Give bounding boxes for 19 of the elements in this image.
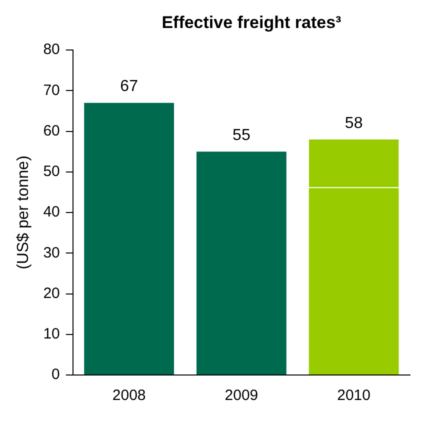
y-tick-label: 30 — [43, 244, 60, 262]
y-axis-title: (US$ per tonne) — [15, 156, 32, 270]
x-tick-label: 2009 — [224, 387, 258, 404]
bar — [196, 152, 286, 374]
chart-title: Effective freight rates³ — [162, 13, 342, 32]
y-tick-label: 70 — [43, 82, 60, 99]
y-tick-label: 10 — [43, 326, 60, 343]
y-tick-label: 60 — [43, 122, 60, 140]
total-label: 55 — [232, 126, 250, 144]
total-label: 67 — [120, 78, 138, 96]
x-tick-label: 2010 — [337, 387, 370, 404]
bar — [84, 102, 174, 374]
y-tick-label: 0 — [52, 366, 60, 384]
y-tick-label: 50 — [43, 163, 60, 180]
x-tick-label: 2008 — [112, 387, 146, 404]
total-label: 58 — [344, 114, 363, 132]
y-tick-label: 40 — [43, 204, 60, 221]
y-tick-label: 20 — [43, 284, 60, 302]
y-tick-label: 80 — [43, 41, 60, 58]
